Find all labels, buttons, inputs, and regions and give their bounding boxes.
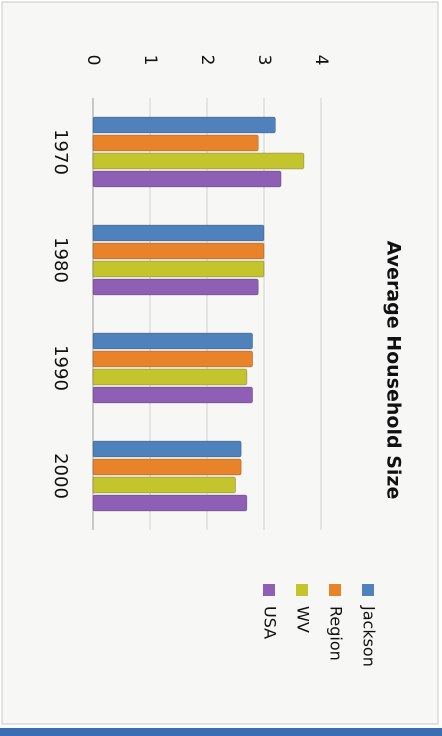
bar [92, 350, 254, 368]
y-tick-label: 1 [140, 55, 160, 66]
bar [92, 152, 305, 170]
bar [92, 494, 248, 512]
x-tick-label: 2000 [50, 453, 71, 499]
y-tick-label: 4 [311, 55, 331, 66]
bar [92, 440, 242, 458]
bar [92, 170, 282, 188]
bar [92, 260, 265, 278]
bar [92, 476, 236, 494]
y-tick-label: 0 [83, 55, 103, 66]
bar [92, 386, 254, 404]
legend-swatch [329, 584, 341, 596]
x-tick-label: 1990 [50, 345, 71, 391]
bar [92, 224, 265, 242]
legend-label: Jackson [360, 605, 379, 667]
bar [92, 242, 265, 260]
legend-swatch [362, 584, 374, 596]
y-tick-label: 2 [197, 55, 217, 66]
bottom-strip [0, 728, 442, 736]
chart-title: Average Household Size [383, 241, 405, 500]
x-tick-label: 1970 [50, 129, 71, 175]
legend-label: USA [261, 606, 280, 639]
bar [92, 116, 276, 134]
y-tick-label: 3 [254, 55, 274, 66]
x-tick-label: 1980 [50, 237, 71, 283]
bar [92, 278, 259, 296]
bar [92, 368, 248, 386]
bar [92, 332, 254, 350]
legend-label: WV [294, 606, 313, 633]
bar [92, 458, 242, 476]
legend-swatch [296, 584, 308, 596]
legend-label: Region [327, 606, 346, 661]
legend-swatch [263, 584, 275, 596]
bar [92, 134, 259, 152]
